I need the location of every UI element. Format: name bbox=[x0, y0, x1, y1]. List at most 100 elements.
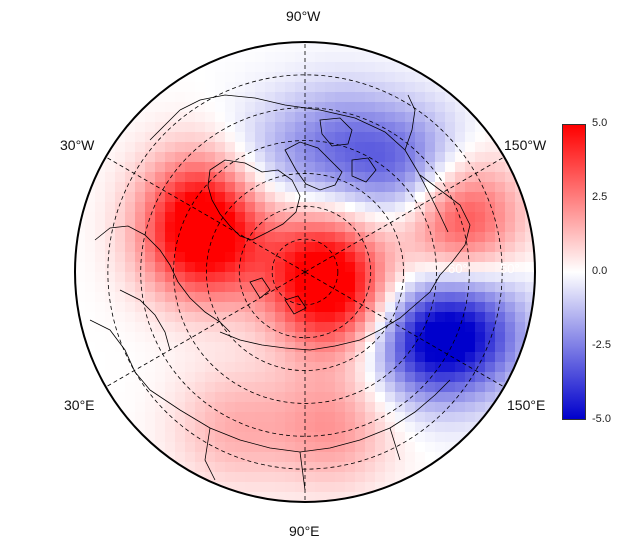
field-cell bbox=[265, 152, 276, 163]
field-cell bbox=[455, 202, 466, 213]
field-cell bbox=[235, 452, 246, 463]
field-cell bbox=[115, 192, 126, 203]
field-cell bbox=[375, 382, 386, 393]
field-cell bbox=[455, 172, 466, 183]
field-cell bbox=[215, 312, 226, 323]
field-cell bbox=[285, 402, 296, 413]
field-cell bbox=[195, 182, 206, 193]
field-cell bbox=[345, 322, 356, 333]
field-cell bbox=[345, 482, 356, 493]
field-cell bbox=[275, 362, 286, 373]
field-cell bbox=[145, 192, 156, 203]
field-cell bbox=[105, 262, 116, 273]
field-cell bbox=[505, 252, 516, 263]
field-cell bbox=[505, 232, 516, 243]
field-cell bbox=[375, 282, 386, 293]
field-cell bbox=[455, 372, 466, 383]
field-cell bbox=[165, 382, 176, 393]
field-cell bbox=[525, 242, 535, 253]
field-cell bbox=[245, 202, 256, 213]
field-cell bbox=[175, 422, 186, 433]
field-cell bbox=[505, 362, 516, 373]
field-cell bbox=[365, 432, 376, 443]
field-cell bbox=[325, 132, 336, 143]
field-cell bbox=[315, 482, 326, 493]
field-cell bbox=[185, 462, 196, 473]
field-cell bbox=[245, 102, 256, 113]
field-cell bbox=[95, 272, 106, 283]
field-cell bbox=[425, 182, 436, 193]
field-cell bbox=[175, 182, 186, 193]
field-cell bbox=[195, 342, 206, 353]
field-cell bbox=[145, 102, 156, 113]
field-cell bbox=[375, 322, 386, 333]
field-cell bbox=[475, 412, 486, 423]
field-cell bbox=[115, 152, 126, 163]
field-cell bbox=[195, 232, 206, 243]
field-cell bbox=[335, 72, 346, 83]
field-cell bbox=[245, 232, 256, 243]
field-cell bbox=[215, 252, 226, 263]
field-cell bbox=[295, 362, 306, 373]
field-cell bbox=[135, 302, 146, 313]
field-cell bbox=[375, 182, 386, 193]
field-cell bbox=[325, 292, 336, 303]
field-cell bbox=[495, 192, 506, 203]
field-cell bbox=[465, 112, 476, 123]
field-cell bbox=[155, 362, 166, 373]
field-cell bbox=[165, 82, 176, 93]
field-cell bbox=[355, 452, 366, 463]
field-cell bbox=[125, 212, 136, 223]
field-cell bbox=[145, 432, 156, 443]
field-cell bbox=[135, 122, 146, 133]
field-cell bbox=[105, 352, 116, 363]
field-cell bbox=[365, 112, 376, 123]
field-cell bbox=[395, 432, 406, 443]
field-cell bbox=[155, 342, 166, 353]
field-cell bbox=[285, 182, 296, 193]
field-cell bbox=[225, 352, 236, 363]
field-cell bbox=[215, 212, 226, 223]
field-cell bbox=[255, 232, 266, 243]
field-cell bbox=[305, 382, 316, 393]
field-cell bbox=[465, 292, 476, 303]
field-cell bbox=[485, 392, 496, 403]
field-cell bbox=[195, 212, 206, 223]
field-cell bbox=[275, 262, 286, 273]
field-cell bbox=[335, 402, 346, 413]
field-cell bbox=[505, 212, 516, 223]
field-cell bbox=[345, 72, 356, 83]
field-cell bbox=[505, 322, 516, 333]
field-cell bbox=[335, 442, 346, 453]
field-cell bbox=[525, 272, 535, 283]
field-cell bbox=[125, 232, 136, 243]
field-cell bbox=[145, 212, 156, 223]
field-cell bbox=[185, 182, 196, 193]
field-cell bbox=[225, 232, 236, 243]
field-cell bbox=[215, 102, 226, 113]
field-cell bbox=[345, 272, 356, 283]
field-cell bbox=[275, 442, 286, 453]
field-cell bbox=[425, 392, 436, 403]
field-cell bbox=[305, 452, 316, 463]
field-cell bbox=[285, 232, 296, 243]
field-cell bbox=[455, 132, 466, 143]
field-cell bbox=[375, 92, 386, 103]
field-cell bbox=[205, 402, 216, 413]
field-cell bbox=[455, 322, 466, 333]
field-cell bbox=[145, 262, 156, 273]
field-cell bbox=[175, 302, 186, 313]
field-cell bbox=[125, 242, 136, 253]
field-cell bbox=[255, 422, 266, 433]
field-cell bbox=[115, 142, 126, 153]
field-cell bbox=[425, 242, 436, 253]
field-cell bbox=[385, 382, 396, 393]
field-cell bbox=[255, 472, 266, 483]
field-cell bbox=[505, 262, 516, 273]
field-cell bbox=[245, 322, 256, 333]
field-cell bbox=[445, 392, 456, 403]
field-cell bbox=[325, 272, 336, 283]
field-cell bbox=[205, 452, 216, 463]
field-cell bbox=[335, 252, 346, 263]
field-cell bbox=[145, 322, 156, 333]
